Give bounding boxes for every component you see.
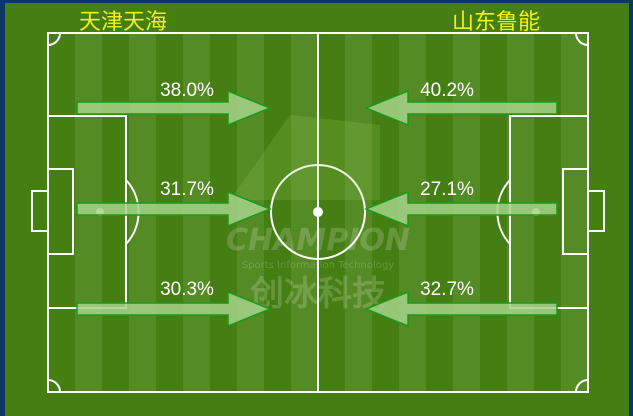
- home-team-name: 天津天海: [79, 10, 168, 35]
- watermark-cn: 创冰科技: [249, 274, 386, 314]
- corner-arc: [575, 32, 589, 46]
- away-attack-arrow-2: [364, 190, 558, 228]
- home-attack-arrow-1: [76, 89, 272, 127]
- corner-arc: [47, 32, 61, 46]
- home-attack-arrow-3: [76, 290, 272, 328]
- center-spot: [313, 207, 323, 217]
- left-goal: [31, 190, 49, 232]
- right-goal: [587, 190, 605, 232]
- away-right-pct: 32.7%: [420, 279, 474, 300]
- away-attack-arrow-1: [364, 89, 558, 127]
- pitch-stripe: [561, 33, 588, 392]
- home-center-pct: 31.7%: [160, 179, 214, 200]
- attack-arrows: [76, 89, 558, 328]
- pitch-stripe: [345, 33, 372, 392]
- home-right-pct: 30.3%: [160, 279, 214, 300]
- watermark: CHAMPION Sports Information Technology 创…: [226, 115, 410, 314]
- watermark-tagline: Sports Information Technology: [242, 260, 394, 271]
- corner-arc: [47, 379, 61, 393]
- home-left-pct: 38.0%: [160, 80, 214, 101]
- center-circle: [270, 164, 366, 260]
- corner-arc: [575, 379, 589, 393]
- home-attack-arrow-2: [76, 190, 272, 228]
- watermark-brand: CHAMPION: [226, 223, 410, 258]
- away-team-name: 山东鲁能: [452, 10, 541, 35]
- away-center-pct: 27.1%: [420, 179, 474, 200]
- left-goal-area: [47, 168, 74, 255]
- away-left-pct: 40.2%: [420, 80, 474, 101]
- away-attack-arrow-3: [364, 290, 558, 328]
- watermark-logo-icon: [230, 115, 380, 200]
